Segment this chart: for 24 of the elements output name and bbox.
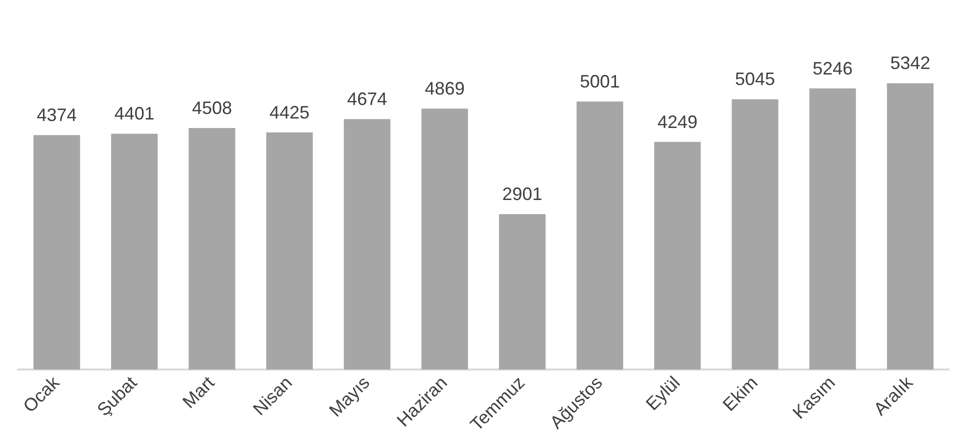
data-label: 5045 <box>735 69 776 90</box>
data-label: 4249 <box>657 112 698 132</box>
bar <box>266 132 313 370</box>
data-label: 4401 <box>114 104 154 124</box>
data-label: 4674 <box>347 89 388 110</box>
data-label: 4374 <box>36 105 77 126</box>
data-label: 5246 <box>812 58 853 78</box>
bar <box>344 119 390 370</box>
bar <box>576 102 624 370</box>
data-label: 4508 <box>192 98 232 118</box>
bar <box>34 135 80 370</box>
bar <box>886 83 934 370</box>
data-label: 5001 <box>580 72 620 92</box>
bar <box>188 128 236 370</box>
bar <box>421 108 468 370</box>
bar <box>499 214 546 370</box>
bar <box>732 99 778 370</box>
bar <box>654 142 701 370</box>
bar <box>111 134 158 370</box>
data-label: 5342 <box>890 53 930 74</box>
data-label: 4869 <box>424 78 465 99</box>
bar <box>809 88 856 370</box>
data-label: 2901 <box>502 184 542 204</box>
data-label: 4425 <box>270 102 310 122</box>
